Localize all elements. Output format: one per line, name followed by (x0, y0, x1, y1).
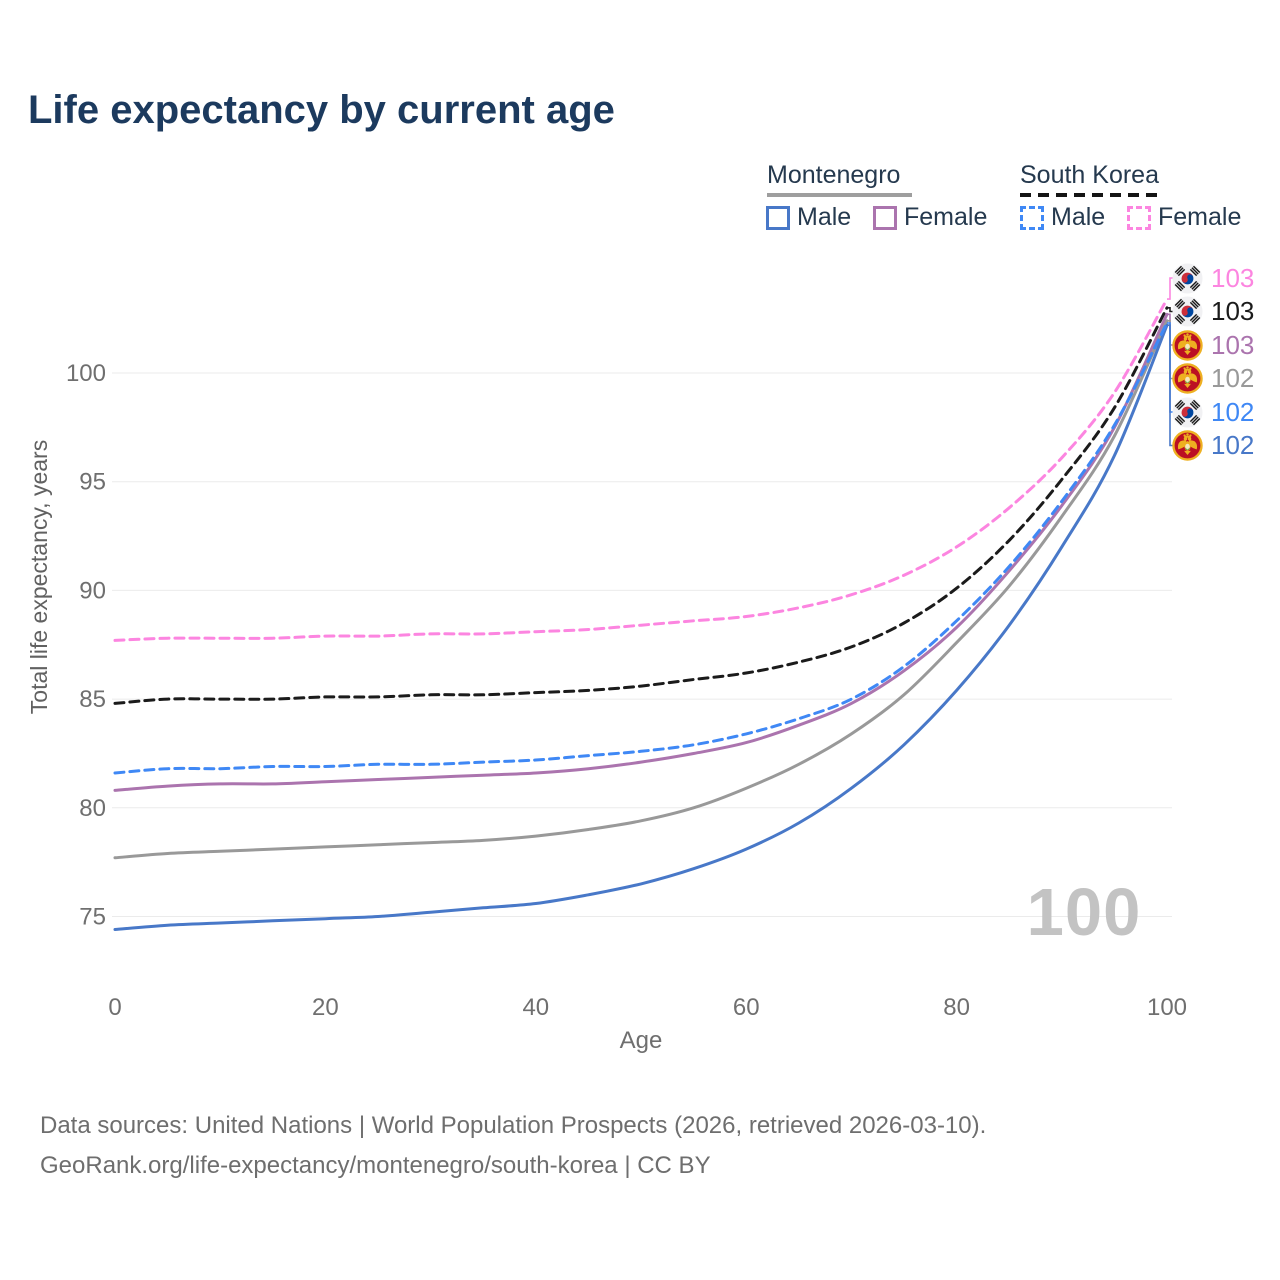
series-end-row-montenegro-total: 102 (1172, 363, 1254, 394)
y-tick-label: 75 (79, 904, 106, 931)
page-title: Life expectancy by current age (28, 88, 615, 132)
x-tick-label: 100 (1147, 994, 1187, 1021)
series-end-row-montenegro-male: 102 (1172, 430, 1254, 461)
leader-line (1167, 307, 1173, 313)
legend-item-montenegro-male[interactable]: Male (766, 203, 851, 232)
series-line-south-korea-male (113, 321, 1169, 775)
series-line-south-korea-total (113, 306, 1169, 705)
series-end-row-south-korea-male: 102 (1172, 397, 1254, 428)
flag-icon-south-korea (1172, 262, 1203, 294)
end-label-value: 103 (1211, 329, 1255, 360)
x-tick-label: 40 (522, 994, 549, 1021)
y-tick-label: 100 (66, 360, 106, 387)
x-tick-label: 80 (943, 994, 970, 1021)
flag-icon-montenegro (1172, 363, 1203, 394)
legend-swatch-south-korea-female (1127, 205, 1151, 230)
watermark-age: 100 (1026, 875, 1142, 950)
series-line-montenegro-total (113, 319, 1169, 860)
footer: Data sources: United Nations | World Pop… (40, 1106, 986, 1186)
series-line-montenegro-female (113, 312, 1169, 792)
series-end-row-south-korea-total: 103 (1172, 296, 1254, 327)
end-label-value: 102 (1211, 363, 1255, 393)
footer-url: GeoRank.org/life-expectancy/montenegro/s… (40, 1152, 711, 1179)
y-axis-title: Total life expectancy, years (26, 440, 52, 714)
legend-item-label: Male (1051, 203, 1106, 231)
series-end-row-montenegro-female: 103 (1172, 330, 1254, 361)
leader-line (1167, 324, 1173, 447)
end-label-value: 102 (1211, 396, 1255, 427)
end-label-value: 103 (1211, 262, 1255, 293)
legend-item-south-korea-male[interactable]: Male (1020, 203, 1105, 232)
x-tick-label: 60 (733, 994, 760, 1021)
legend-group-montenegro-label: Montenegro (767, 161, 901, 189)
y-tick-label: 85 (79, 686, 106, 713)
y-tick-label: 80 (79, 795, 106, 822)
y-tick-label: 90 (79, 577, 106, 604)
y-tick-label: 95 (79, 469, 106, 496)
legend-item-label: Female (1158, 203, 1242, 231)
legend-swatch-south-korea-male (1020, 205, 1044, 230)
series-line-south-korea-female (113, 297, 1169, 642)
legend-item-montenegro-female[interactable]: Female (873, 203, 987, 232)
footer-sources: Data sources: United Nations | World Pop… (40, 1112, 987, 1139)
end-label-value: 102 (1211, 430, 1255, 460)
legend-group-south-korea-label: South Korea (1020, 161, 1159, 189)
legend-item-label: Female (904, 203, 988, 231)
legend-item-south-korea-female[interactable]: Female (1127, 203, 1241, 232)
flag-icon-south-korea (1172, 396, 1203, 428)
end-label-value: 103 (1211, 296, 1255, 326)
x-tick-label: 20 (312, 994, 339, 1021)
series-line-montenegro-male (113, 323, 1169, 931)
legend-swatch-montenegro-male (766, 205, 790, 230)
x-tick-label: 0 (108, 994, 121, 1021)
flag-icon-south-korea (1172, 296, 1203, 327)
legend-montenegro-underline (767, 193, 912, 197)
flag-icon-montenegro (1172, 430, 1203, 461)
leader-line (1167, 277, 1173, 300)
flag-icon-montenegro (1172, 329, 1203, 361)
legend-south-korea-underline (1020, 193, 1162, 197)
legend-swatch-montenegro-female (873, 205, 897, 230)
series-end-row-south-korea-female: 103 (1172, 263, 1254, 294)
legend-item-label: Male (797, 203, 852, 231)
x-axis-title: Age (620, 1027, 663, 1054)
